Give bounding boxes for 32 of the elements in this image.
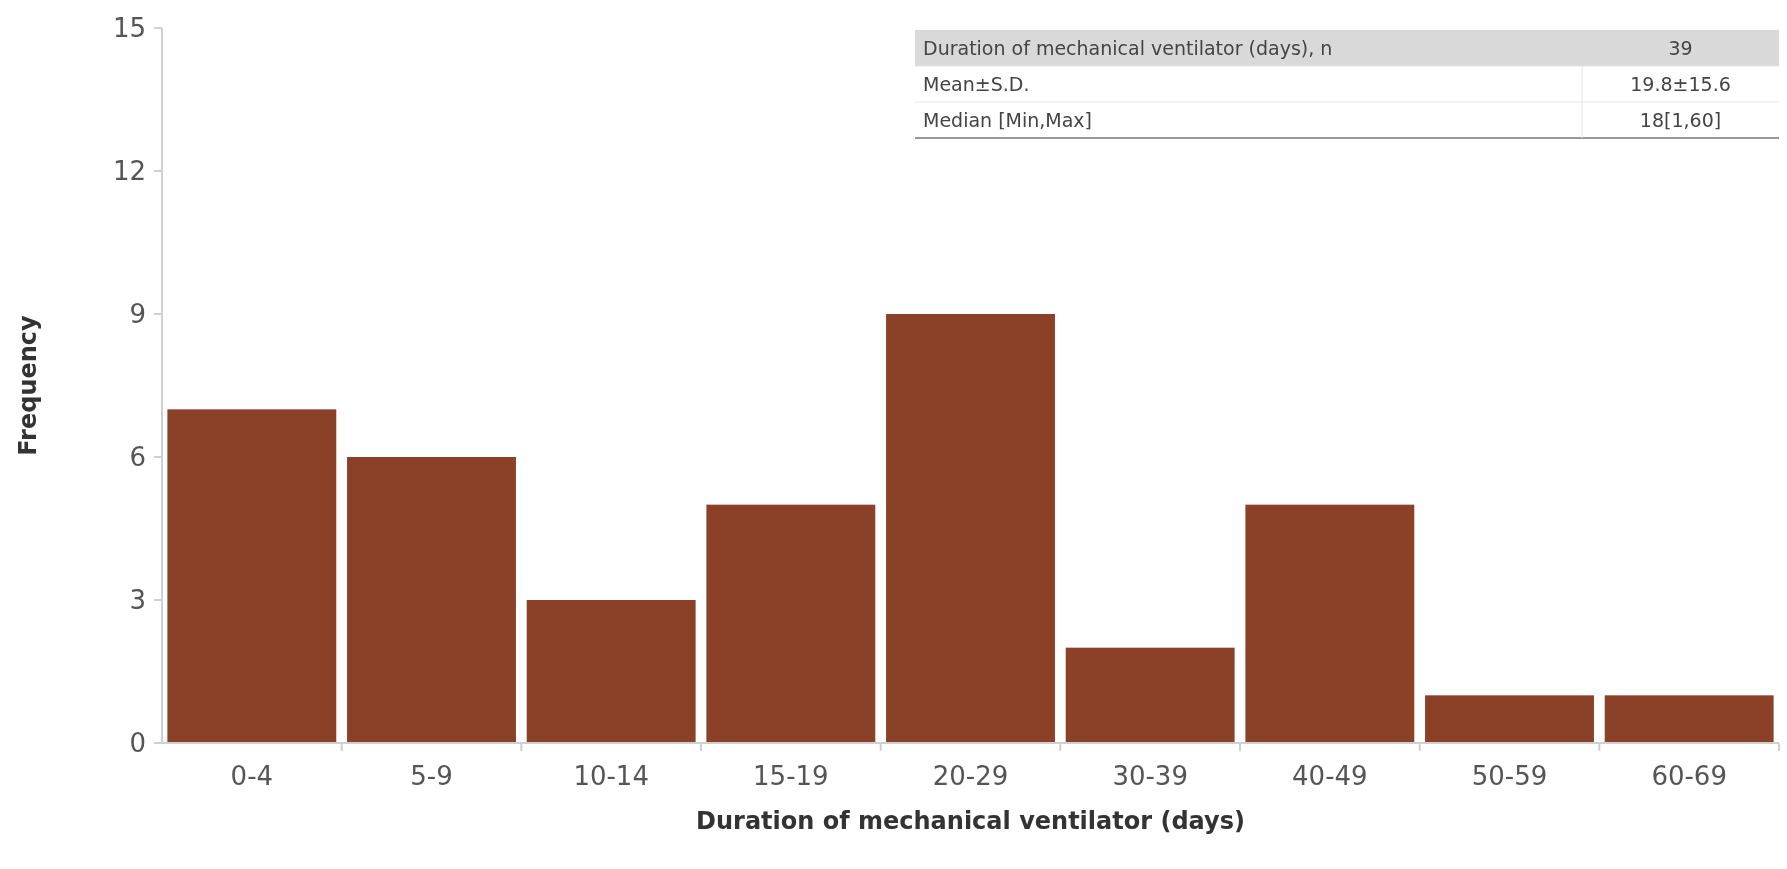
y-tick-label: 3 bbox=[129, 585, 146, 616]
bar bbox=[1065, 647, 1235, 743]
annotation: 18[1,60] bbox=[1639, 108, 1722, 131]
bar bbox=[167, 409, 337, 743]
y-axis-title: Frequency bbox=[14, 314, 42, 456]
bar bbox=[526, 600, 696, 743]
x-tick-label: 15-19 bbox=[753, 761, 829, 791]
x-axis-title: Duration of mechanical ventilator (days) bbox=[696, 807, 1245, 835]
bar bbox=[1245, 504, 1415, 743]
annotation: Mean±S.D. bbox=[923, 72, 1030, 95]
x-tick-label: 50-59 bbox=[1471, 761, 1548, 791]
annotation: 19.8±15.6 bbox=[1630, 72, 1731, 95]
x-tick-label: 60-69 bbox=[1651, 761, 1727, 791]
y-tick-label: 12 bbox=[112, 156, 146, 187]
bar bbox=[347, 457, 516, 743]
annotation: 39 bbox=[1668, 36, 1693, 59]
annotation: Duration of mechanical ventilator (days), n bbox=[923, 36, 1333, 59]
y-tick-label: 15 bbox=[112, 13, 146, 44]
x-tick-label: 40-49 bbox=[1292, 761, 1368, 791]
x-tick-label: 30-39 bbox=[1112, 761, 1188, 791]
bar bbox=[1425, 695, 1594, 743]
x-tick-label: 5-9 bbox=[410, 761, 453, 791]
x-tick-label: 0-4 bbox=[230, 761, 274, 791]
x-tick-label: 10-14 bbox=[573, 761, 649, 791]
y-tick-label: 0 bbox=[129, 728, 146, 759]
x-tick-label: 20-29 bbox=[932, 761, 1009, 791]
bar bbox=[706, 504, 876, 743]
annotation: Median [Min,Max] bbox=[923, 108, 1093, 131]
bar bbox=[886, 314, 1055, 743]
y-tick-label: 6 bbox=[129, 442, 146, 473]
bar bbox=[1604, 695, 1774, 743]
y-tick-label: 9 bbox=[129, 299, 146, 330]
